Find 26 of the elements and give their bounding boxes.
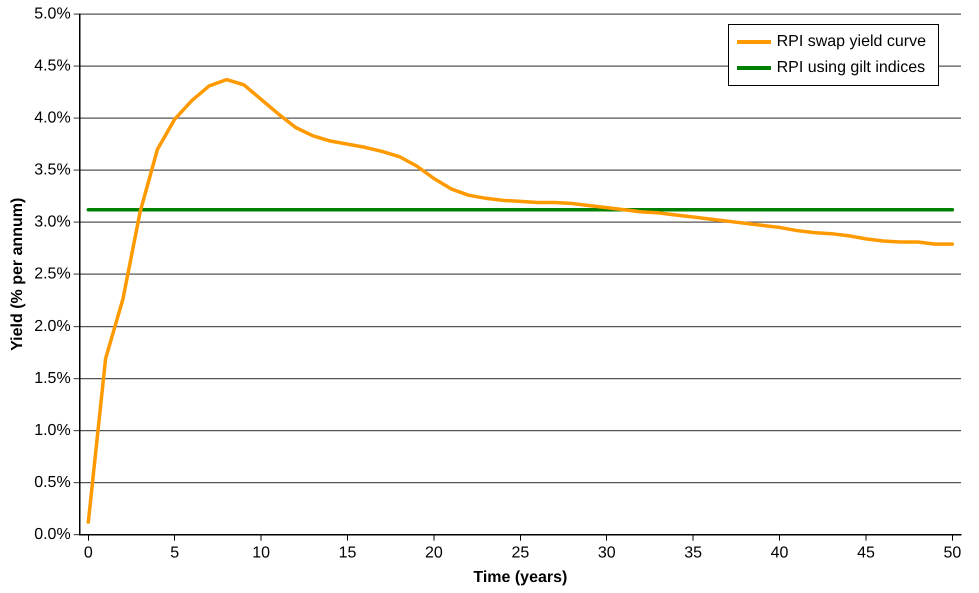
y-tick-label: 0.5% bbox=[34, 474, 71, 491]
x-tick-label: 0 bbox=[84, 544, 93, 562]
x-tick-label: 20 bbox=[425, 544, 443, 562]
x-tick-label: 15 bbox=[338, 544, 357, 562]
x-tick-label: 10 bbox=[252, 544, 270, 562]
y-tick-label: 2.5% bbox=[34, 266, 71, 283]
x-tick-label: 30 bbox=[598, 544, 616, 562]
x-tick-label: 50 bbox=[943, 544, 962, 562]
y-tick-label: 3.5% bbox=[34, 162, 71, 179]
legend-label: RPI swap yield curve bbox=[776, 33, 926, 51]
x-tick-label: 5 bbox=[170, 544, 180, 562]
y-tick-label: 0.0% bbox=[34, 526, 71, 544]
legend-label: RPI using gilt indices bbox=[776, 59, 926, 77]
y-tick-label: 2.0% bbox=[34, 318, 71, 335]
y-tick-label: 4.5% bbox=[34, 57, 71, 74]
y-tick-label: 1.5% bbox=[34, 370, 71, 387]
x-tick-label: 25 bbox=[511, 544, 530, 562]
x-tick-label: 45 bbox=[857, 544, 875, 562]
y-tick-label: 1.0% bbox=[34, 422, 71, 439]
x-tick-label: 35 bbox=[684, 544, 702, 562]
y-tick-label: 3.0% bbox=[34, 214, 71, 231]
x-tick-label: 40 bbox=[770, 544, 789, 562]
y-tick-label: 5.0% bbox=[34, 5, 71, 22]
y-axis-title: Yield (% per annum) bbox=[9, 198, 26, 351]
x-axis-title: Time (years) bbox=[473, 568, 568, 586]
y-tick-label: 4.0% bbox=[34, 110, 71, 127]
